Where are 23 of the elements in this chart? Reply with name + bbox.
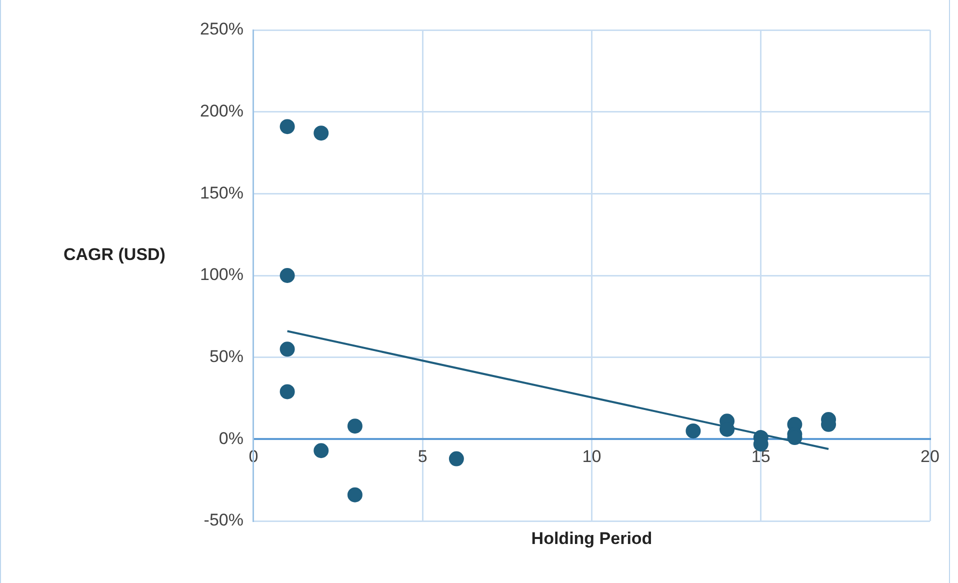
y-tick-label: 250% (200, 20, 244, 39)
x-tick-label: 5 (418, 447, 428, 466)
y-axis-title: CAGR (USD) (63, 245, 166, 264)
y-tick-label: 200% (200, 102, 244, 121)
y-tick-label: 150% (200, 183, 244, 202)
y-tick-label: 100% (200, 265, 244, 284)
x-tick-label: 10 (582, 447, 602, 466)
y-tick-label: -50% (204, 510, 244, 530)
point (448, 451, 464, 466)
point (347, 418, 362, 434)
x-tick-label: 20 (920, 447, 940, 466)
x-tick-label: 15 (751, 447, 770, 466)
point (686, 423, 701, 438)
point (314, 126, 329, 141)
y-tick-label: 50% (209, 347, 244, 366)
point (280, 342, 295, 357)
point (280, 384, 295, 400)
point (280, 268, 295, 283)
point (280, 119, 295, 134)
x-axis-title: Holding Period (531, 529, 652, 548)
y-tick-label: 0% (218, 428, 244, 448)
point (347, 487, 362, 502)
point (314, 443, 329, 458)
